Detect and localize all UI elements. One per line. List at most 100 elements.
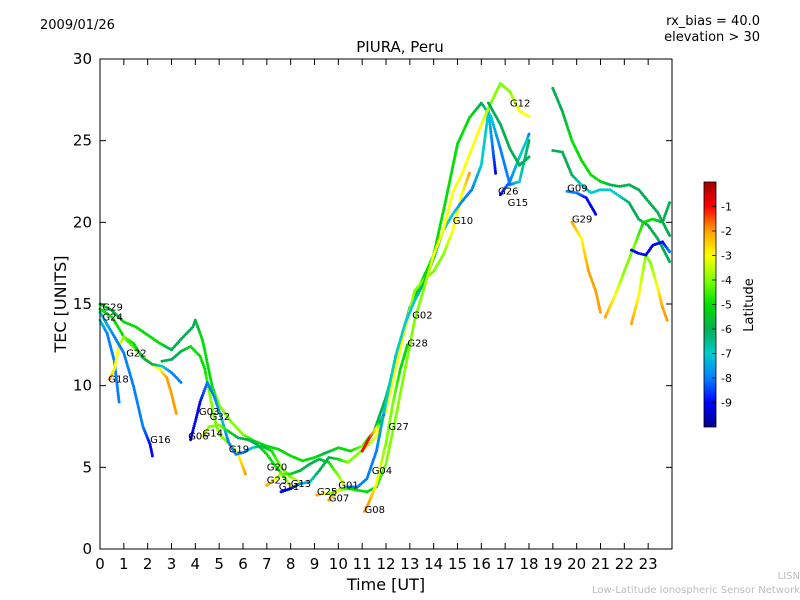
data-point — [305, 480, 309, 484]
data-point — [148, 443, 152, 446]
data-point — [639, 279, 643, 283]
data-point — [527, 114, 531, 118]
data-point — [668, 233, 672, 237]
satellite-label: G18 — [108, 374, 128, 385]
data-point — [208, 425, 212, 428]
satellite-label: G16 — [150, 435, 170, 446]
data-point — [488, 120, 492, 124]
data-point — [253, 445, 257, 449]
data-point — [620, 184, 624, 188]
x-tick-label: 2 — [143, 555, 153, 573]
data-point — [236, 452, 240, 456]
data-point — [527, 139, 531, 143]
data-point — [236, 436, 240, 440]
data-point — [336, 488, 340, 492]
y-tick-label: 10 — [73, 377, 92, 395]
data-point — [243, 472, 247, 476]
data-point — [641, 270, 645, 274]
data-point — [553, 149, 557, 153]
satellite-label: G14 — [203, 428, 223, 439]
data-point — [490, 136, 493, 140]
y-axis: 0 5 10 15 20 25 30 — [73, 50, 672, 558]
data-point — [488, 125, 492, 129]
series-9 — [265, 457, 347, 489]
satellite-label: G24 — [102, 312, 122, 323]
satellite-label: G12 — [510, 98, 530, 109]
data-point — [668, 250, 672, 254]
rx-bias-label: rx_bias = 40.0 — [666, 14, 760, 29]
data-point — [243, 437, 247, 441]
data-point — [493, 165, 497, 169]
data-point — [488, 118, 491, 122]
series-22 — [630, 253, 669, 326]
colorbar-ticks: -1 -2 -3 -4 -5 -6 -7 -8 -9 — [712, 201, 732, 410]
data-point — [483, 133, 487, 137]
data-point — [618, 184, 622, 188]
data-point — [493, 163, 497, 166]
x-axis-label: Time [UT] — [346, 575, 425, 594]
data-point — [489, 134, 493, 138]
colorbar-tick-label: -2 — [721, 225, 732, 238]
data-point — [608, 183, 612, 187]
satellite-label: G28 — [407, 339, 427, 350]
data-point — [317, 493, 321, 497]
data-point — [481, 148, 485, 152]
data-point — [351, 485, 355, 489]
data-point — [491, 145, 495, 149]
series-5 — [98, 310, 154, 458]
data-point — [481, 152, 485, 156]
data-point — [344, 487, 347, 491]
data-point — [322, 492, 326, 495]
data-point — [484, 129, 488, 133]
data-point — [334, 457, 338, 461]
colorbar-tick-label: -4 — [721, 274, 732, 287]
footer-network: Low-Latitude Ionospheric Sensor Network — [592, 585, 800, 596]
data-point — [327, 456, 331, 459]
data-point — [639, 252, 643, 256]
data-point — [150, 452, 154, 456]
data-point — [568, 190, 571, 194]
data-point — [239, 436, 243, 440]
y-tick-label: 15 — [73, 295, 92, 313]
x-tick-label: 0 — [95, 555, 105, 573]
data-point — [487, 114, 491, 118]
data-point — [360, 489, 364, 493]
data-point — [355, 488, 359, 492]
colorbar-tick-label: -5 — [721, 299, 732, 312]
data-point — [353, 488, 357, 492]
x-tick-label: 5 — [214, 555, 224, 573]
data-point — [303, 481, 307, 485]
satellite-label: G15 — [508, 198, 528, 209]
x-tick-label: 14 — [424, 555, 443, 573]
satellite-label: G23 — [267, 476, 287, 487]
data-point — [116, 391, 120, 395]
data-point — [565, 189, 569, 193]
data-point — [339, 488, 343, 492]
data-point — [490, 138, 494, 142]
data-point — [150, 362, 154, 366]
data-point — [329, 456, 333, 460]
data-point — [150, 454, 154, 458]
data-point — [363, 489, 366, 493]
series-3 — [98, 318, 121, 404]
data-point — [487, 116, 491, 120]
data-point — [601, 188, 605, 192]
data-point — [594, 212, 598, 216]
data-point — [490, 143, 494, 146]
data-point — [570, 190, 574, 194]
data-point — [353, 485, 357, 489]
data-point — [610, 183, 614, 187]
data-point — [492, 158, 496, 162]
data-point — [215, 423, 219, 427]
satellite-label: G10 — [453, 216, 473, 227]
satellite-label: G26 — [498, 187, 518, 198]
chart-points — [98, 82, 672, 513]
data-point — [332, 456, 336, 460]
x-tick-label: 16 — [472, 555, 491, 573]
data-point — [234, 452, 238, 456]
series-16 — [487, 101, 531, 167]
data-point — [191, 429, 195, 433]
data-point — [358, 489, 362, 493]
